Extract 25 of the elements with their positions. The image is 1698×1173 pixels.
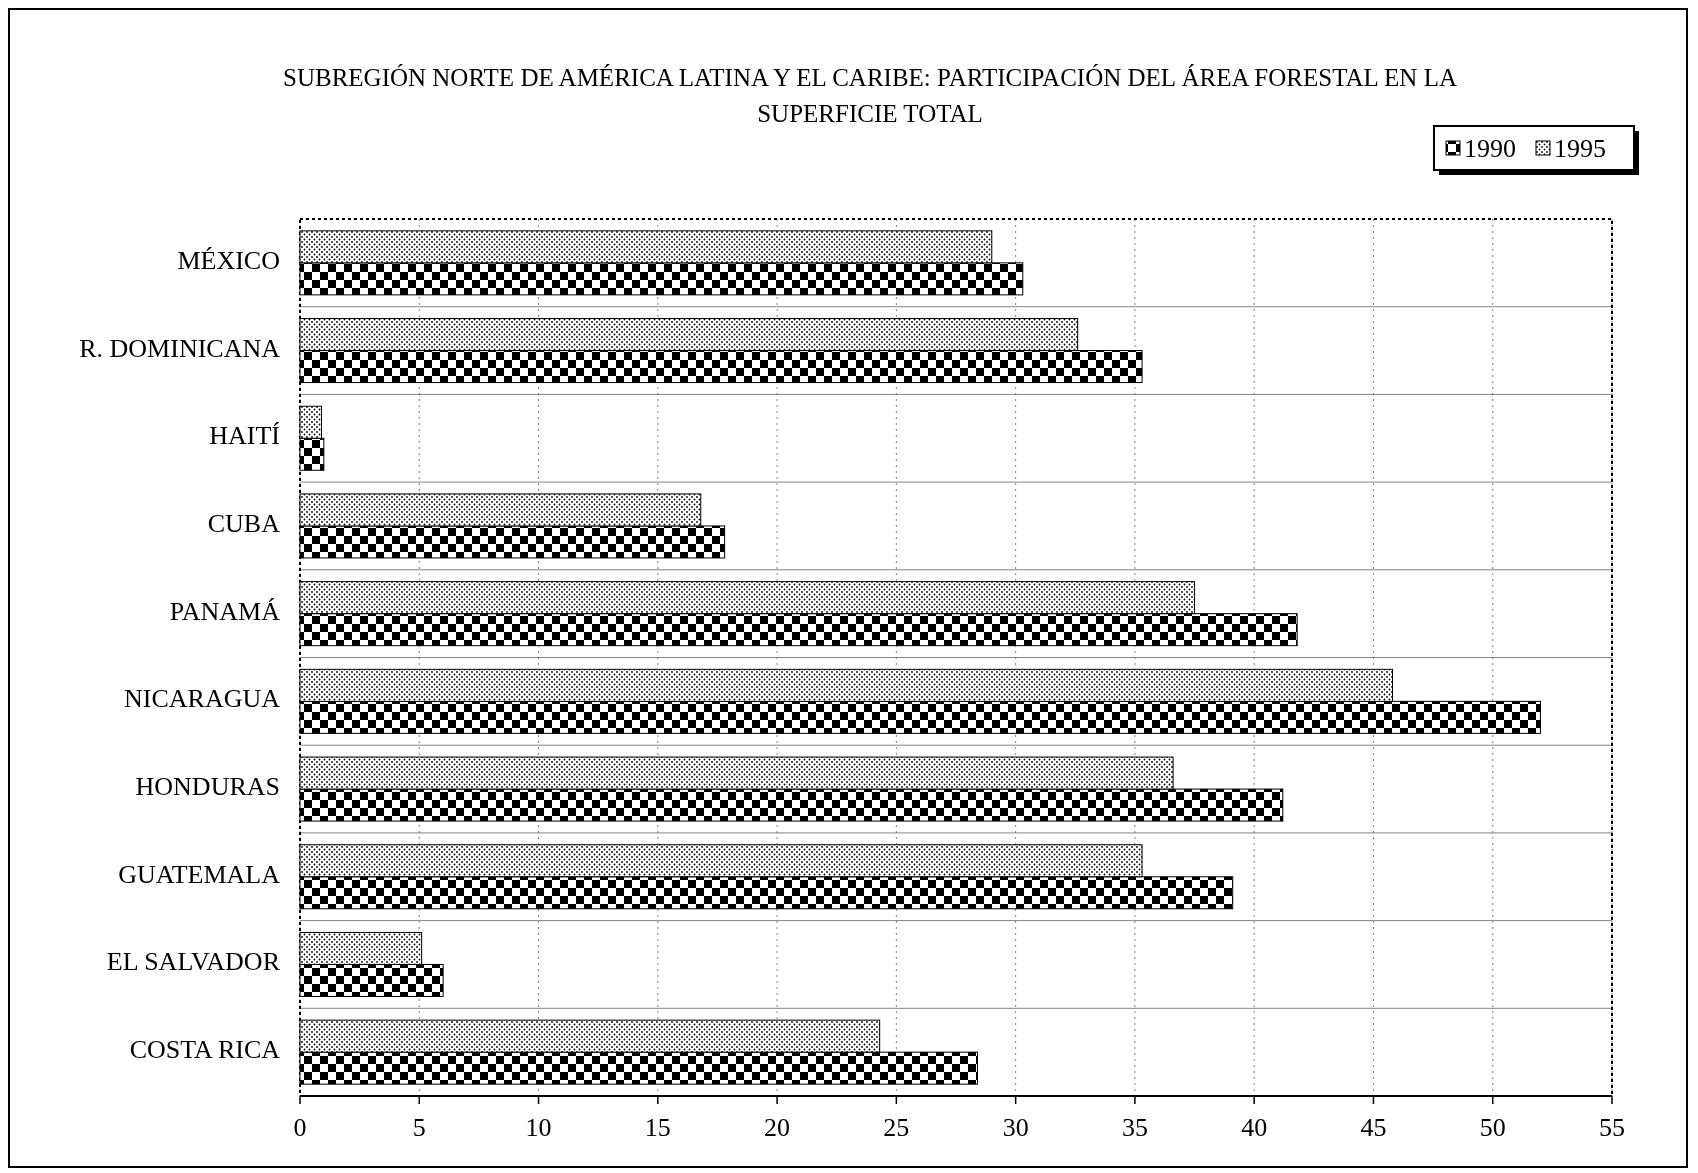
- y-tick-label: HAITÍ: [209, 421, 280, 451]
- x-tick-label: 25: [883, 1113, 910, 1142]
- y-tick-label: COSTA RICA: [129, 1035, 281, 1065]
- y-tick-label: EL SALVADOR: [106, 947, 281, 977]
- x-tick-label: 5: [412, 1113, 426, 1142]
- legend-label: 1995: [1554, 134, 1606, 163]
- x-tick-label: 55: [1599, 1113, 1625, 1142]
- x-tick-label: 15: [644, 1113, 671, 1142]
- x-tick-label: 0: [293, 1113, 307, 1142]
- x-tick-label: 50: [1479, 1113, 1506, 1142]
- y-tick-label: CUBA: [207, 508, 281, 538]
- y-tick-label: HONDURAS: [135, 772, 280, 802]
- y-tick-label: PANAMÁ: [169, 596, 281, 626]
- y-tick-label: MÉXICO: [177, 245, 280, 275]
- legend-label: 1990: [1464, 134, 1516, 163]
- y-tick-label: R. DOMINICANA: [79, 333, 281, 363]
- x-tick-label: 20: [764, 1113, 791, 1142]
- x-tick-label: 35: [1121, 1113, 1148, 1142]
- y-tick-label: NICARAGUA: [124, 684, 281, 714]
- x-tick-label: 10: [525, 1113, 552, 1142]
- x-tick-label: 30: [1002, 1113, 1029, 1142]
- x-tick-label: 45: [1360, 1113, 1387, 1142]
- y-tick-label: GUATEMALA: [118, 859, 281, 889]
- x-tick-label: 40: [1241, 1113, 1268, 1142]
- chart-title: SUBREGIÓN NORTE DE AMÉRICA LATINA Y EL CARIBE: PARTICIPACIÓN DEL ÁREA FORESTAL EN LA SUPERFICIE TOTAL: [283, 64, 1457, 127]
